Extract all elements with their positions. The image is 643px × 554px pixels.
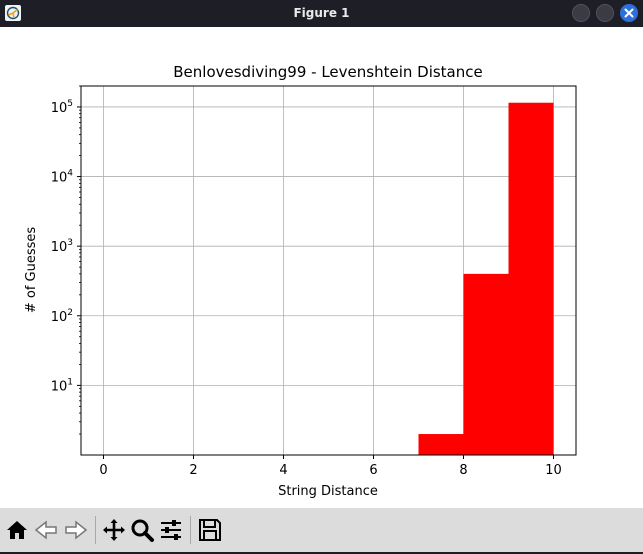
pan-icon[interactable] bbox=[101, 515, 127, 545]
minimize-icon[interactable] bbox=[572, 4, 590, 22]
forward-icon[interactable] bbox=[63, 515, 89, 545]
toolbar-separator bbox=[190, 516, 191, 544]
zoom-icon[interactable] bbox=[129, 515, 155, 545]
toolbar-separator bbox=[95, 516, 96, 544]
figure-canvas[interactable]: Benlovesdiving99 - Levenshtein Distance … bbox=[0, 27, 643, 508]
y-tick-label: 104 bbox=[51, 169, 74, 186]
x-tick-label: 6 bbox=[369, 463, 377, 478]
save-icon[interactable] bbox=[197, 515, 223, 545]
histogram-bar bbox=[508, 102, 554, 455]
maximize-icon[interactable] bbox=[596, 4, 614, 22]
y-tick-label: 103 bbox=[51, 238, 73, 255]
window-titlebar: Figure 1 bbox=[0, 0, 643, 27]
axis-ticks: 0 2 4 6 8 10 101 102 103 104 105 bbox=[51, 85, 562, 478]
x-tick-label: 0 bbox=[99, 463, 107, 478]
x-axis-label: String Distance bbox=[278, 484, 378, 499]
window-title: Figure 1 bbox=[293, 6, 350, 20]
x-tick-label: 8 bbox=[459, 463, 467, 478]
window-bottom-edge bbox=[0, 552, 643, 554]
histogram-bar bbox=[418, 434, 464, 455]
histogram-bar bbox=[463, 273, 509, 455]
y-tick-label: 102 bbox=[51, 308, 73, 325]
back-icon[interactable] bbox=[33, 515, 59, 545]
x-tick-label: 4 bbox=[279, 463, 287, 478]
navigation-toolbar bbox=[0, 508, 643, 552]
x-tick-label: 10 bbox=[545, 463, 562, 478]
close-icon[interactable] bbox=[620, 4, 638, 22]
matplotlib-figure-icon bbox=[5, 5, 21, 21]
chart-title: Benlovesdiving99 - Levenshtein Distance bbox=[173, 63, 483, 81]
plot-area-frame bbox=[80, 85, 577, 456]
home-icon[interactable] bbox=[4, 515, 30, 545]
configure-subplots-icon[interactable] bbox=[158, 515, 184, 545]
histogram-chart: Benlovesdiving99 - Levenshtein Distance … bbox=[24, 63, 577, 499]
y-tick-label: 101 bbox=[51, 377, 73, 394]
histogram-bars bbox=[418, 102, 554, 455]
y-axis-label: # of Guesses bbox=[24, 227, 39, 314]
y-tick-label: 105 bbox=[51, 99, 73, 116]
x-tick-label: 2 bbox=[189, 463, 197, 478]
